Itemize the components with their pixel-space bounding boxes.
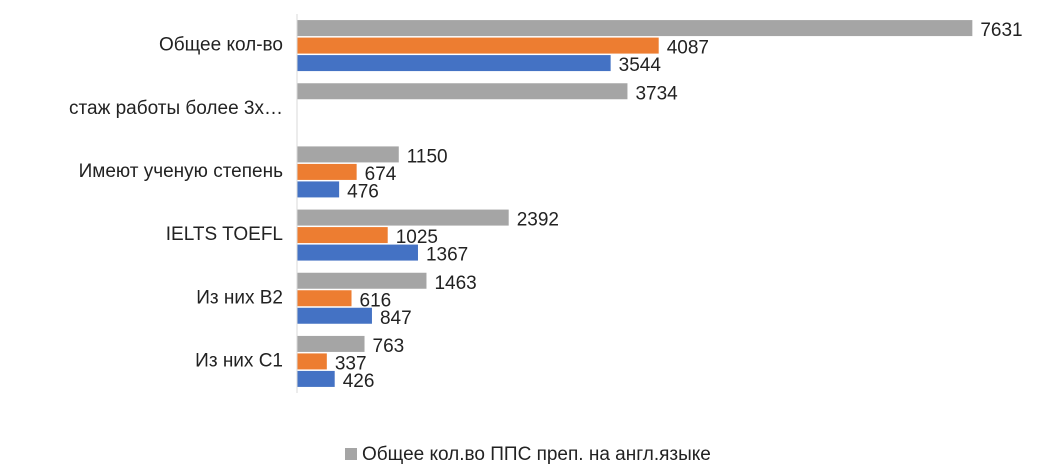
- bar: [297, 181, 340, 198]
- value-label: 616: [360, 290, 392, 311]
- category-label: Общее кол-во: [159, 35, 283, 56]
- legend-swatch: [345, 448, 357, 460]
- bar: [297, 37, 659, 54]
- value-label: 1025: [396, 227, 438, 248]
- category-label: стаж работы более 3х…: [69, 98, 283, 119]
- value-label: 763: [373, 336, 405, 357]
- value-label: 476: [347, 181, 379, 202]
- value-label: 4087: [667, 38, 709, 59]
- bar: [297, 227, 388, 244]
- value-label: 426: [343, 371, 375, 392]
- bar: [297, 307, 372, 324]
- category-label: Из них C1: [195, 350, 283, 371]
- bar: [297, 353, 327, 370]
- value-label: 337: [335, 353, 367, 374]
- bar: [297, 370, 335, 387]
- bar: [297, 335, 365, 352]
- bar: [297, 146, 399, 163]
- value-label: 3544: [619, 55, 662, 76]
- category-label: Из них B2: [196, 287, 283, 308]
- legend-label: Общее кол.во ППС преп. на англ.языке: [362, 444, 711, 465]
- bar: [297, 55, 611, 72]
- value-label: 3734: [635, 83, 678, 104]
- bar: [297, 20, 973, 37]
- category-label: Имеют ученую степень: [79, 161, 283, 182]
- bar: [297, 290, 352, 307]
- value-label: 7631: [980, 20, 1022, 41]
- value-label: 2392: [517, 210, 559, 231]
- bar: [297, 209, 509, 226]
- bar: [297, 244, 418, 261]
- bar: [297, 163, 357, 180]
- value-label: 847: [380, 308, 412, 329]
- bar: [297, 83, 628, 100]
- value-label: 1367: [426, 245, 468, 266]
- bar: [297, 272, 427, 289]
- value-label: 1150: [407, 146, 448, 167]
- category-label: IELTS TOEFL: [166, 224, 283, 245]
- value-label: 674: [365, 164, 397, 185]
- value-label: 1463: [434, 273, 476, 294]
